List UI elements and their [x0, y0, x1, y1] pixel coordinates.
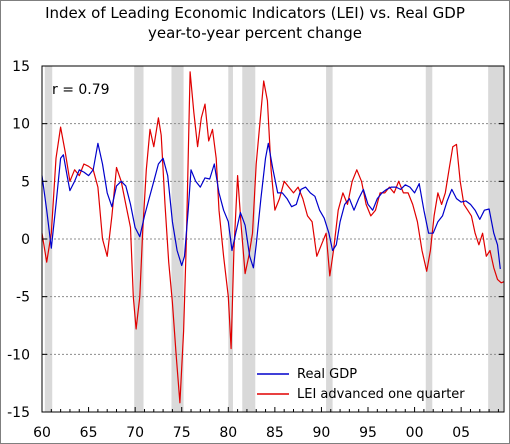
y-tick-label: 5: [21, 174, 30, 190]
x-tick-label: 80: [219, 425, 237, 441]
y-tick-label: -15: [7, 405, 30, 421]
y-axis: -15 -10 -5 0 5 10 15: [7, 59, 504, 421]
x-tick-label: 05: [452, 425, 470, 441]
legend-label-real-gdp: Real GDP: [297, 367, 357, 382]
x-tick-label: 65: [80, 425, 98, 441]
y-tick-label: -5: [16, 290, 30, 306]
y-tick-label: -10: [7, 347, 30, 363]
x-tick-label: 00: [406, 425, 424, 441]
recession-band: [44, 66, 53, 412]
x-tick-label: 70: [126, 425, 144, 441]
legend-label-lei: LEI advanced one quarter: [297, 387, 465, 402]
recession-band: [242, 66, 256, 412]
chart-subtitle: year-to-year percent change: [147, 24, 363, 42]
y-tick-label: 10: [12, 117, 30, 133]
x-tick-label: 95: [359, 425, 377, 441]
x-tick-label: 85: [266, 425, 284, 441]
y-tick-label: 15: [12, 59, 30, 75]
series-lines: [41, 71, 505, 404]
x-tick-label: 90: [313, 425, 331, 441]
x-tick-label: 60: [33, 425, 51, 441]
y-tick-label: 0: [21, 232, 30, 248]
x-axis: 60 65 70 75 80 85 90 95 00 05: [33, 407, 499, 441]
chart-title: Index of Leading Economic Indicators (LE…: [45, 4, 465, 22]
grid-lines: [42, 123, 504, 355]
recession-band: [425, 66, 433, 412]
x-tick-label: 75: [173, 425, 191, 441]
chart-title-block: Index of Leading Economic Indicators (LE…: [0, 3, 510, 43]
recession-band: [326, 66, 333, 412]
series-line-real-gdp: [41, 142, 501, 270]
correlation-annotation: r = 0.79: [52, 82, 110, 98]
series-line-lei: [41, 71, 505, 404]
legend: Real GDP LEI advanced one quarter: [257, 367, 465, 402]
